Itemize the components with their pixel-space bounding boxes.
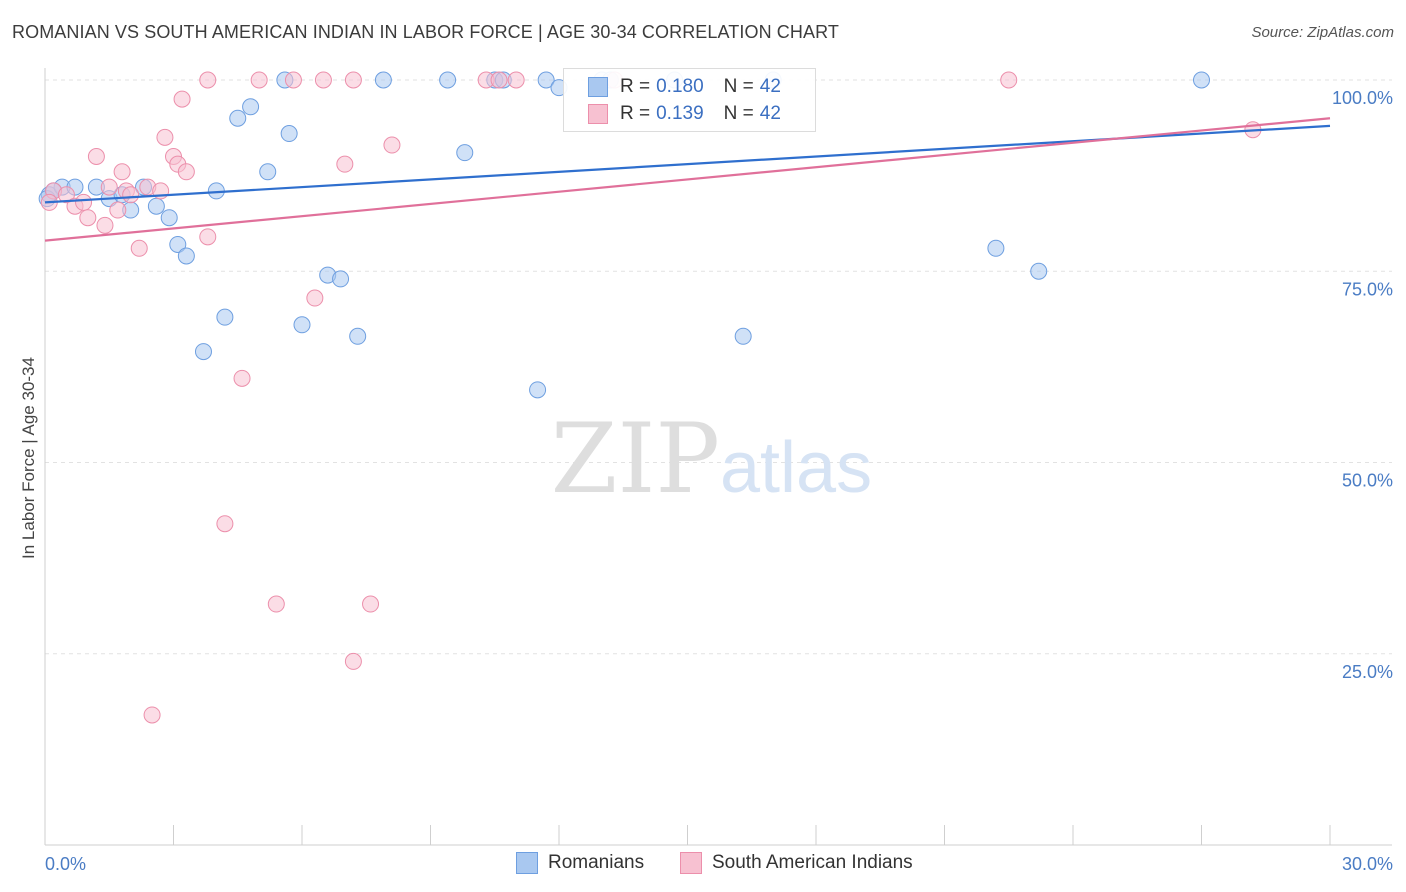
point-south-american-indians bbox=[362, 595, 380, 613]
point-romanians bbox=[1030, 262, 1048, 280]
point-south-american-indians bbox=[96, 216, 114, 234]
point-romanians bbox=[1193, 71, 1210, 89]
x-tick-label: 30.0% bbox=[1342, 854, 1393, 874]
point-romanians bbox=[147, 197, 165, 215]
axes bbox=[44, 68, 1392, 846]
point-romanians bbox=[177, 247, 195, 265]
legend-item-south-american-indians[interactable]: South American Indians bbox=[680, 852, 913, 874]
point-south-american-indians bbox=[156, 128, 174, 146]
point-south-american-indians bbox=[75, 193, 93, 211]
legend-swatch-romanians bbox=[588, 77, 608, 97]
point-south-american-indians bbox=[233, 369, 251, 387]
legend-n-value: 42 bbox=[759, 76, 781, 97]
legend-row-romanians: R = 0.180 N = 42 bbox=[588, 75, 781, 99]
point-south-american-indians bbox=[79, 209, 97, 227]
point-south-american-indians bbox=[507, 71, 525, 89]
legend-r-label: R = bbox=[620, 103, 651, 124]
point-south-american-indians bbox=[100, 178, 118, 196]
legend-item-romanians[interactable]: Romanians bbox=[516, 852, 644, 874]
data-points bbox=[38, 71, 1262, 724]
point-romanians bbox=[160, 209, 178, 227]
source-label: Source: ZipAtlas.com bbox=[1251, 24, 1394, 41]
legend-n-label: N = bbox=[723, 103, 754, 124]
y-tick-label: 50.0% bbox=[1342, 471, 1393, 491]
point-romanians bbox=[374, 71, 392, 89]
legend-n-label: N = bbox=[723, 76, 754, 97]
grid-lines bbox=[45, 79, 1392, 655]
point-south-american-indians bbox=[490, 71, 508, 89]
point-romanians bbox=[734, 327, 752, 345]
y-tick-label: 75.0% bbox=[1342, 279, 1393, 299]
point-romanians bbox=[332, 270, 350, 288]
point-romanians bbox=[169, 235, 187, 253]
point-romanians bbox=[216, 308, 234, 326]
legend-swatch-south-american-indians bbox=[680, 852, 702, 874]
point-romanians bbox=[987, 239, 1005, 257]
point-romanians bbox=[439, 71, 457, 89]
point-south-american-indians bbox=[87, 148, 105, 165]
point-south-american-indians bbox=[1000, 71, 1018, 89]
trend-lines bbox=[44, 117, 1331, 242]
point-south-american-indians bbox=[143, 706, 161, 724]
point-south-american-indians bbox=[177, 163, 195, 181]
point-romanians bbox=[293, 316, 311, 334]
point-south-american-indians bbox=[267, 595, 285, 613]
point-south-american-indians bbox=[314, 71, 332, 89]
point-south-american-indians bbox=[57, 186, 75, 204]
legend-swatch-romanians bbox=[516, 852, 538, 874]
point-south-american-indians bbox=[130, 239, 148, 257]
point-romanians bbox=[194, 343, 212, 361]
chart-title: ROMANIAN VS SOUTH AMERICAN INDIAN IN LAB… bbox=[12, 22, 839, 42]
point-south-american-indians bbox=[284, 71, 302, 89]
point-romanians bbox=[280, 125, 298, 143]
legend-r-value: 0.139 bbox=[656, 103, 704, 124]
series-legend: Romanians South American Indians bbox=[0, 852, 1406, 878]
point-romanians bbox=[537, 71, 555, 89]
legend-r-value: 0.180 bbox=[656, 76, 704, 97]
point-south-american-indians bbox=[344, 652, 362, 670]
point-south-american-indians bbox=[109, 201, 127, 219]
legend-label-south-american-indians: South American Indians bbox=[712, 852, 913, 873]
point-south-american-indians bbox=[250, 71, 268, 89]
point-romanians bbox=[242, 98, 260, 116]
point-south-american-indians bbox=[306, 289, 324, 307]
point-romanians bbox=[349, 327, 367, 345]
point-south-american-indians bbox=[336, 155, 354, 173]
point-south-american-indians bbox=[216, 515, 234, 533]
point-south-american-indians bbox=[173, 90, 191, 108]
watermark-atlas: atlas bbox=[720, 428, 872, 508]
watermark-zip: ZIP bbox=[551, 403, 720, 515]
y-tick-label: 25.0% bbox=[1342, 662, 1393, 682]
stats-legend: R = 0.180 N = 42 R = 0.139 N = 42 bbox=[563, 68, 816, 132]
point-south-american-indians bbox=[199, 228, 217, 246]
x-tick-label: 0.0% bbox=[45, 854, 86, 874]
point-romanians bbox=[529, 381, 547, 399]
y-tick-label: 100.0% bbox=[1332, 88, 1393, 108]
point-romanians bbox=[456, 144, 474, 162]
legend-label-romanians: Romanians bbox=[548, 852, 645, 873]
point-south-american-indians bbox=[113, 163, 131, 181]
point-south-american-indians bbox=[199, 71, 217, 89]
point-romanians bbox=[259, 163, 277, 181]
legend-swatch-south-american-indians bbox=[588, 104, 608, 124]
point-south-american-indians bbox=[122, 186, 140, 204]
point-south-american-indians bbox=[383, 136, 401, 154]
legend-r-label: R = bbox=[620, 76, 651, 97]
tick-labels: 25.0% 50.0% 75.0% 100.0% 0.0% 30.0% bbox=[45, 88, 1393, 874]
legend-row-south-american-indians: R = 0.139 N = 42 bbox=[588, 102, 781, 126]
legend-n-value: 42 bbox=[759, 103, 781, 124]
point-romanians bbox=[229, 109, 247, 127]
point-south-american-indians bbox=[344, 71, 362, 89]
trend-line-south-american-indians bbox=[44, 117, 1331, 242]
